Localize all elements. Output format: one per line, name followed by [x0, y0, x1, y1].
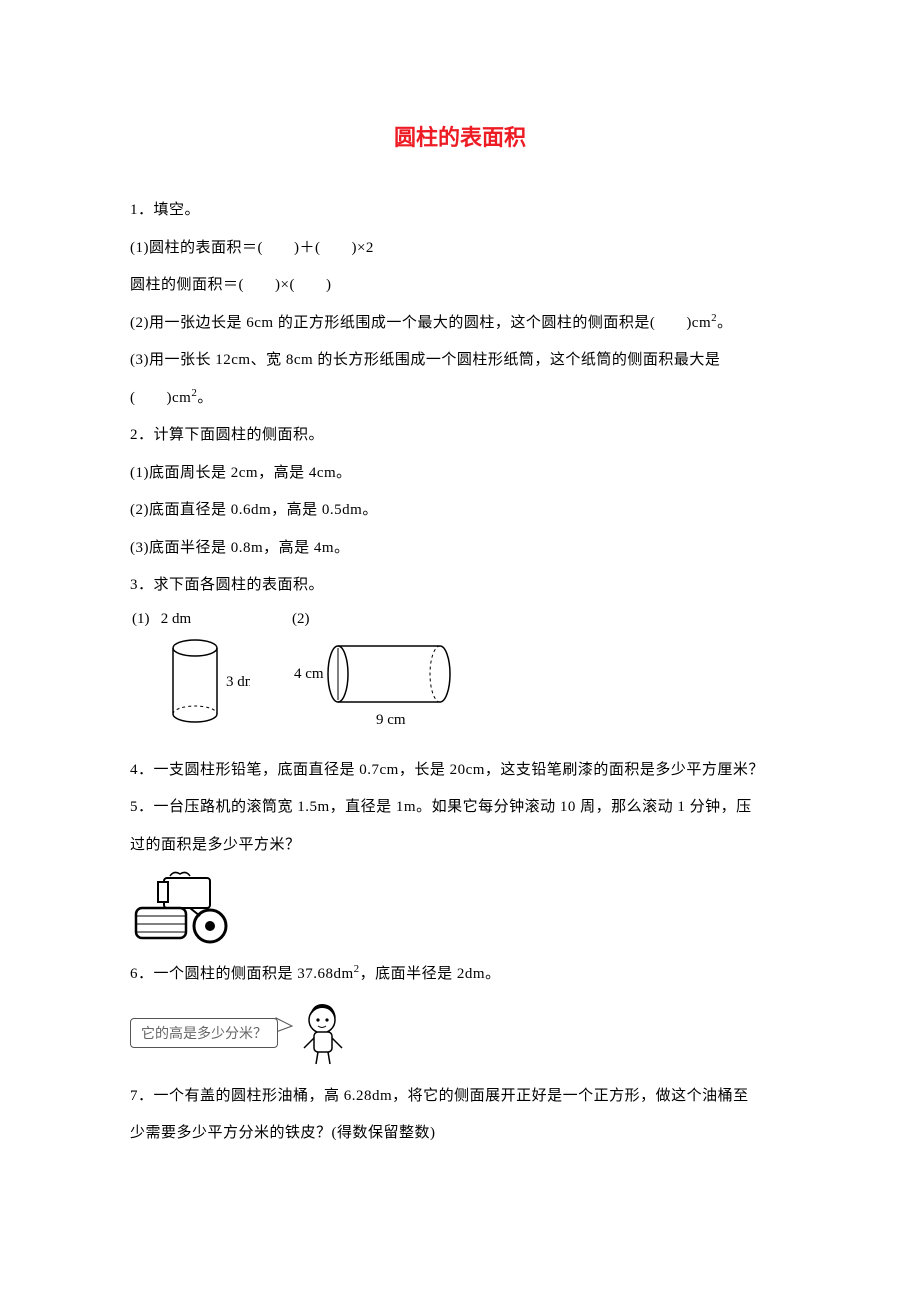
figure-1-top-dim: 2 dm — [161, 611, 191, 627]
q6-illustration: 它的高是多少分米？ — [130, 998, 790, 1068]
q3-stem: 3．求下面各圆柱的表面积。 — [130, 567, 790, 605]
q1-p4b: ( )cm — [130, 390, 191, 406]
figure-1: (1) 2 dm 3 dm — [130, 611, 250, 742]
speech-bubble: 它的高是多少分米？ — [130, 1018, 278, 1048]
q1-p1: (1)圆柱的表面积＝( )＋( )×2 — [130, 230, 790, 268]
figure-2-bottom-dim: 9 cm — [376, 712, 406, 728]
q2-p3: (3)底面半径是 0.8m，高是 4m。 — [130, 530, 790, 568]
q7-b: 少需要多少平方分米的铁皮？(得数保留整数) — [130, 1115, 790, 1153]
worksheet-page: 圆柱的表面积 1．填空。 (1)圆柱的表面积＝( )＋( )×2 圆柱的侧面积＝… — [0, 0, 920, 1213]
q1-stem: 1．填空。 — [130, 192, 790, 230]
q7-a: 7．一个有盖的圆柱形油桶，高 6.28dm，将它的侧面展开正好是一个正方形，做这… — [130, 1078, 790, 1116]
q2-p1: (1)底面周长是 2cm，高是 4cm。 — [130, 455, 790, 493]
q6: 6．一个圆柱的侧面积是 37.68dm2，底面半径是 2dm。 — [130, 956, 790, 994]
q3-figures: (1) 2 dm 3 dm (2) 4 cm — [130, 611, 790, 742]
figure-1-side-dim: 3 dm — [226, 674, 250, 690]
q1-p4c: 。 — [197, 390, 213, 406]
figure-2-index: (2) — [290, 611, 310, 628]
q1-p2: 圆柱的侧面积＝( )×( ) — [130, 267, 790, 305]
q1-p3: (2)用一张边长是 6cm 的正方形纸围成一个最大的圆柱，这个圆柱的侧面积是( … — [130, 305, 790, 343]
cylinder-horizontal-icon: 4 cm 9 cm — [290, 634, 480, 734]
q5-b: 过的面积是多少平方米？ — [130, 827, 790, 865]
q2-p2: (2)底面直径是 0.6dm，高是 0.5dm。 — [130, 492, 790, 530]
q1-p4-line1: (3)用一张长 12cm、宽 8cm 的长方形纸围成一个圆柱形纸筒，这个纸筒的侧… — [130, 342, 790, 380]
q1-p3a: (2)用一张边长是 6cm 的正方形纸围成一个最大的圆柱，这个圆柱的侧面积是( … — [130, 315, 711, 331]
q5-a: 5．一台压路机的滚筒宽 1.5m，直径是 1m。如果它每分钟滚动 10 周，那么… — [130, 789, 790, 827]
page-title: 圆柱的表面积 — [130, 120, 790, 152]
figure-1-index: (1) — [132, 611, 150, 627]
road-roller-icon — [130, 868, 250, 948]
q6-a: 6．一个圆柱的侧面积是 37.68dm — [130, 966, 354, 982]
q6-b: ，底面半径是 2dm。 — [360, 966, 501, 982]
figure-2-left-dim: 4 cm — [294, 666, 324, 682]
figure-2: (2) 4 cm 9 cm — [290, 611, 480, 742]
child-cartoon-icon — [274, 998, 364, 1068]
q1-p3b: 。 — [717, 315, 733, 331]
figure-1-labels: (1) 2 dm — [130, 611, 191, 628]
q2-stem: 2．计算下面圆柱的侧面积。 — [130, 417, 790, 455]
cylinder-vertical-icon: 3 dm — [130, 634, 250, 734]
q4: 4．一支圆柱形铅笔，底面直径是 0.7cm，长是 20cm，这支铅笔刷漆的面积是… — [130, 752, 790, 790]
q1-p4-line2: ( )cm2。 — [130, 380, 790, 418]
